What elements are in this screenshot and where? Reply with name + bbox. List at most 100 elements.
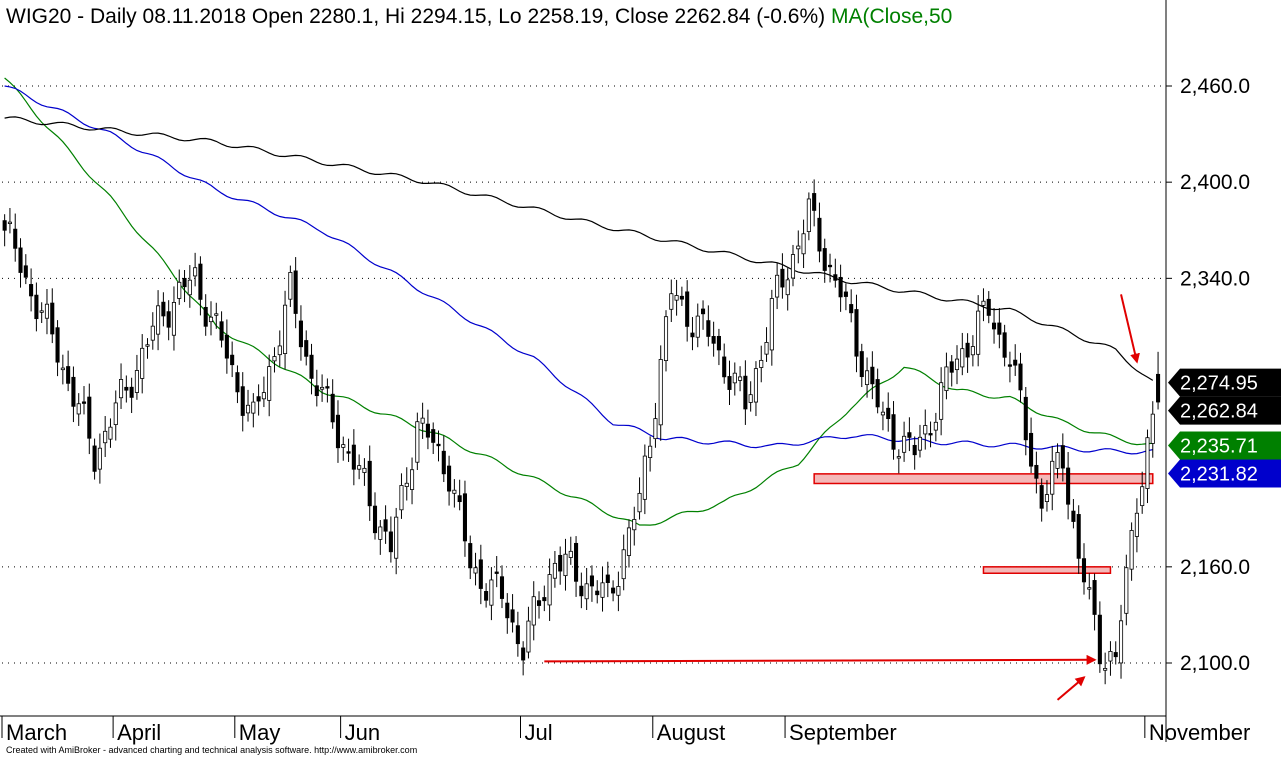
candle-body [510, 609, 515, 623]
candle-body [298, 320, 303, 348]
candle-body [447, 465, 452, 492]
candle-body [341, 444, 346, 448]
candle-body [743, 375, 748, 410]
candle-body [806, 198, 811, 232]
candle-body [198, 263, 203, 300]
candle-body [859, 351, 864, 378]
candle-body [1087, 587, 1092, 590]
candle-body [727, 376, 732, 390]
candle-body [193, 267, 198, 277]
candle-body [1002, 332, 1007, 358]
candle-body [177, 281, 182, 299]
candle-body [870, 366, 875, 385]
value-badge [1168, 431, 1281, 460]
candle-body [335, 414, 341, 449]
candle-body [965, 342, 970, 358]
candle-body [283, 304, 288, 354]
candle-body [87, 396, 92, 439]
candle-body [171, 302, 176, 336]
candle-body [97, 447, 102, 470]
value-badge-label: 2,262.84 [1180, 401, 1258, 423]
candle-body [309, 354, 314, 379]
candle-body [536, 600, 542, 606]
candle-body [1097, 614, 1102, 665]
candle-body [346, 451, 351, 454]
candle-body [1145, 437, 1150, 489]
x-tick-label: Jun [345, 720, 380, 745]
candle-body [1124, 567, 1129, 614]
candle-body [637, 492, 642, 513]
candle-body [156, 305, 161, 335]
candle-body [674, 295, 679, 301]
candle-body [801, 233, 806, 255]
candle-body [1081, 558, 1087, 583]
candle-body [558, 554, 563, 572]
candle-body [896, 456, 901, 459]
axes: 2,100.0 2,160.0 2,340.0 2,400.0 2,460.0 March… [0, 0, 1250, 745]
candle-body [29, 284, 34, 297]
candle-body [812, 193, 817, 211]
support-zones [813, 473, 1154, 574]
candle-body [701, 308, 706, 315]
candle-body [775, 274, 780, 298]
candle-body [60, 367, 65, 371]
candle-body [39, 310, 44, 313]
value-badge [1168, 459, 1281, 488]
candle-body [817, 217, 822, 252]
candle-body [986, 298, 991, 316]
candle-body [753, 368, 758, 403]
candle-body [256, 396, 261, 402]
candle-body [981, 300, 986, 306]
annotation-arrow [544, 654, 1097, 665]
candle-body [902, 435, 907, 453]
moving-average-line [4, 116, 1154, 381]
candle-body [203, 306, 208, 327]
candle-body [1013, 359, 1018, 366]
candle-body [1018, 363, 1023, 391]
candle-body [367, 460, 372, 507]
candle-body [886, 407, 891, 420]
candle-body [632, 519, 637, 531]
candle-body [611, 587, 616, 594]
candle-body [499, 576, 505, 599]
candle-body [653, 418, 658, 440]
candle-body [764, 342, 769, 355]
candle-body [790, 254, 796, 279]
candle-body [574, 542, 579, 582]
candle-body [55, 327, 60, 363]
candle-body [272, 356, 277, 362]
candle-body [928, 433, 933, 436]
candle-body [605, 574, 610, 583]
candle-body [1156, 373, 1161, 403]
candle-body [119, 379, 124, 399]
candle-body [531, 596, 536, 626]
candle-body [722, 356, 727, 378]
candle-body [907, 432, 912, 438]
candle-body [71, 376, 76, 407]
annotation-arrows [544, 294, 1140, 701]
candle-body [912, 444, 917, 456]
x-tick-label: November [1149, 720, 1250, 745]
candle-body [108, 426, 113, 440]
candle-body [394, 516, 399, 559]
candle-body [976, 310, 981, 355]
candle-body [489, 579, 494, 606]
value-badge-label: 2,235.71 [1180, 435, 1258, 457]
candle-body [235, 372, 240, 393]
candle-body [796, 245, 801, 250]
candle-body [1044, 494, 1049, 502]
candle-body [140, 347, 145, 379]
candle-body [161, 301, 166, 317]
candle-body [880, 411, 885, 416]
candle-body [769, 298, 774, 351]
candle-body [288, 272, 293, 300]
candle-body [378, 526, 383, 540]
candle-body [92, 445, 97, 472]
candle-body [441, 450, 446, 475]
candle-body [420, 417, 425, 424]
candle-body [748, 394, 753, 403]
candle-body [436, 443, 441, 447]
moving-average-line [4, 77, 1153, 526]
candle-body [230, 354, 235, 366]
candle-body [547, 574, 552, 606]
